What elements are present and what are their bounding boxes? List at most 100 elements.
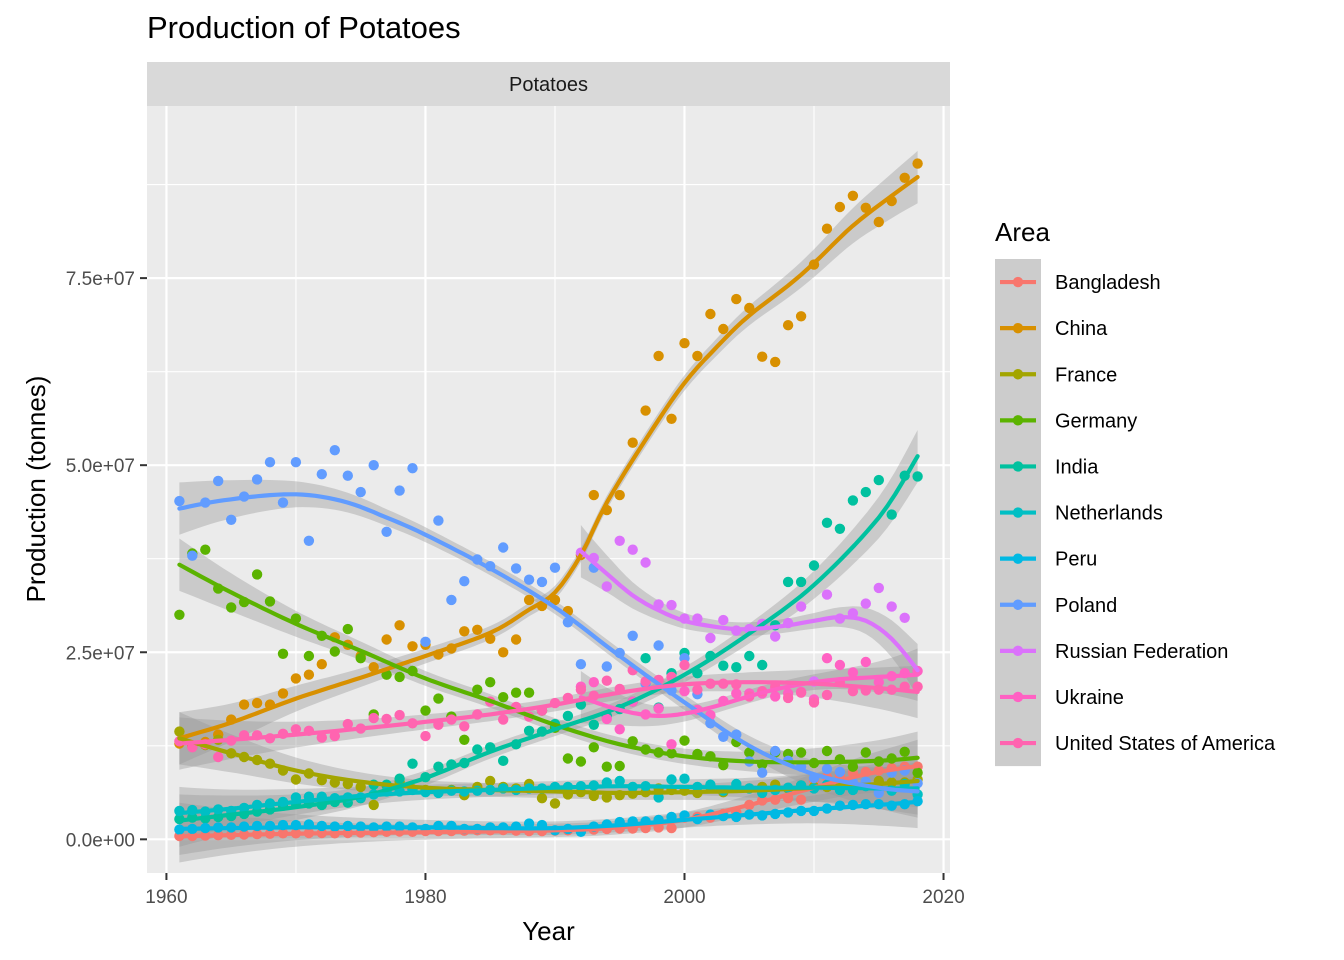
smooth-line <box>578 672 920 718</box>
data-point <box>174 495 185 507</box>
data-point <box>614 775 625 787</box>
y-tick-label: 5.0e+07 <box>66 456 135 477</box>
data-point <box>860 486 871 498</box>
legend-key-point <box>1012 415 1024 426</box>
data-point <box>381 526 392 537</box>
data-point <box>782 576 794 588</box>
data-point <box>795 311 807 322</box>
legend-label: France <box>1055 364 1117 386</box>
data-point <box>679 735 690 746</box>
data-point <box>549 562 561 573</box>
data-point <box>653 703 664 714</box>
data-point <box>860 656 871 668</box>
data-point <box>653 350 664 362</box>
data-point <box>290 774 302 785</box>
x-tick-label: 2000 <box>663 887 705 908</box>
legend-key-point <box>1012 369 1024 380</box>
data-point <box>601 761 612 772</box>
data-point <box>187 550 198 561</box>
data-point <box>679 686 690 697</box>
legend: Area Bangladesh China France Germany India Ne… <box>995 217 1276 767</box>
data-point <box>770 745 781 757</box>
legend-title: Area <box>995 217 1050 247</box>
smooth-line <box>177 454 920 823</box>
data-point <box>821 653 833 664</box>
data-point <box>666 822 677 834</box>
x-axis-title: Year <box>522 916 575 946</box>
data-point <box>912 471 923 482</box>
data-point <box>213 751 224 763</box>
data-point <box>679 773 690 784</box>
data-point <box>899 612 910 623</box>
data-point <box>420 730 431 742</box>
data-point <box>886 601 897 612</box>
data-point <box>251 569 263 580</box>
data-point <box>394 485 405 496</box>
data-point <box>744 302 755 314</box>
data-point <box>316 659 327 670</box>
data-point <box>355 486 366 498</box>
data-point <box>459 626 470 637</box>
data-point <box>731 688 742 699</box>
data-point <box>627 630 638 641</box>
legend-label: Ukraine <box>1055 687 1124 709</box>
data-point <box>523 687 535 698</box>
chart-title: Production of Potatoes <box>147 10 461 45</box>
data-point <box>899 172 910 183</box>
data-point <box>549 798 561 809</box>
data-point <box>575 659 587 670</box>
legend-label: China <box>1055 318 1108 340</box>
data-point <box>718 323 729 335</box>
legend-key-point <box>1012 461 1024 472</box>
data-point <box>718 614 729 626</box>
y-axis: 0.0e+00 2.5e+07 5.0e+07 7.5e+07 <box>66 269 147 851</box>
data-point <box>510 634 522 645</box>
data-point <box>860 598 871 609</box>
data-point <box>251 697 263 709</box>
y-tick-label: 0.0e+00 <box>66 830 135 851</box>
data-point <box>498 542 509 553</box>
plot-area <box>174 150 923 863</box>
data-point <box>329 730 340 742</box>
data-point <box>277 688 289 699</box>
data-point <box>614 489 625 501</box>
legend-label: United States of America <box>1055 733 1276 755</box>
data-point <box>329 646 340 657</box>
smooth-line <box>578 549 920 673</box>
data-point <box>303 669 315 680</box>
data-point <box>485 677 496 688</box>
data-point <box>757 659 768 671</box>
data-point <box>368 460 379 471</box>
data-point <box>666 739 677 750</box>
data-point <box>821 589 833 600</box>
data-point <box>342 718 353 730</box>
data-point <box>744 650 755 662</box>
facet-label: Potatoes <box>509 74 588 96</box>
legend-key-point <box>1012 322 1024 334</box>
data-point <box>588 742 599 753</box>
data-point <box>459 734 470 745</box>
x-tick-label: 2020 <box>922 887 964 908</box>
data-point <box>795 747 807 758</box>
data-point <box>459 576 470 587</box>
data-point <box>692 684 703 695</box>
data-point <box>316 469 327 480</box>
legend-label: Russian Federation <box>1055 641 1228 663</box>
data-point <box>614 535 625 546</box>
data-point <box>472 624 483 635</box>
data-point <box>368 712 379 724</box>
data-point <box>873 474 884 486</box>
data-point <box>562 753 574 764</box>
smooth-line <box>177 763 920 839</box>
data-point <box>290 724 302 735</box>
smooth-line <box>177 562 920 765</box>
data-point <box>498 755 509 766</box>
data-point <box>277 648 289 659</box>
confidence-band <box>179 665 918 770</box>
smooth-line <box>177 680 920 746</box>
data-point <box>355 781 366 793</box>
legend-key-point <box>1012 645 1024 657</box>
data-point <box>821 745 833 757</box>
data-point <box>718 660 729 671</box>
legend-label: Bangladesh <box>1055 272 1161 294</box>
